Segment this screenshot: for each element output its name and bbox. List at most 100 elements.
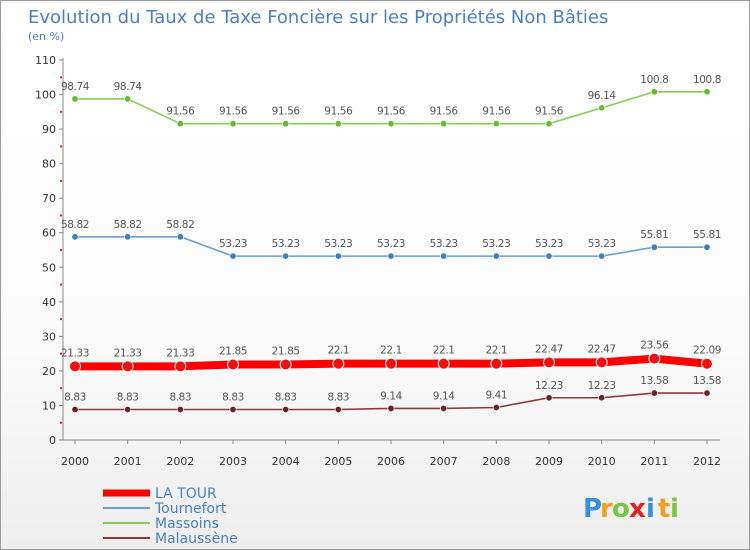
data-label: 58.82 — [61, 219, 89, 231]
x-tick-label: 2001 — [114, 455, 142, 468]
data-point — [437, 357, 450, 370]
brand-letter: P — [583, 494, 602, 524]
brand-letter: r — [600, 494, 613, 524]
data-label: 53.23 — [272, 238, 300, 250]
data-point — [387, 252, 395, 260]
y-minor-tick — [60, 283, 62, 286]
y-minor-tick — [60, 318, 62, 321]
y-minor-tick — [60, 76, 62, 79]
data-point — [650, 243, 658, 251]
x-tick-label: 2002 — [166, 455, 194, 468]
data-label: 8.83 — [64, 391, 86, 403]
data-point — [387, 120, 395, 128]
data-label: 96.14 — [588, 90, 617, 102]
data-point — [279, 358, 292, 371]
y-tick-label: 80 — [42, 158, 56, 171]
legend-label: Malaussène — [155, 531, 238, 547]
data-label: 9.14 — [380, 390, 402, 402]
series-layer: 98.74 98.74 91.56 91.56 91.56 91.56 91.56 91.56… — [61, 74, 721, 413]
data-point — [334, 405, 342, 413]
chart-title: Evolution du Taux de Taxe Foncière sur l… — [28, 7, 608, 28]
data-point — [492, 120, 500, 128]
y-minor-tick — [60, 110, 62, 113]
y-minor-tick — [60, 387, 62, 390]
y-tick-label: 60 — [42, 227, 56, 240]
data-label: 21.85 — [219, 346, 247, 358]
data-label: 53.23 — [324, 238, 352, 250]
data-point — [545, 120, 553, 128]
y-minor-tick — [60, 249, 62, 251]
data-point — [545, 252, 553, 260]
data-point — [440, 252, 448, 260]
data-label: 98.74 — [61, 81, 90, 93]
data-point — [598, 394, 606, 402]
data-point — [229, 120, 237, 128]
data-point — [598, 104, 606, 112]
data-point — [545, 394, 553, 402]
data-label: 100.8 — [693, 74, 721, 86]
x-tick-label: 2009 — [535, 455, 563, 468]
x-tick-label: 2000 — [61, 455, 89, 468]
x-tick-label: 2011 — [640, 455, 668, 468]
data-label: 91.56 — [219, 106, 248, 118]
x-tick-label: 2003 — [219, 455, 247, 468]
data-point — [492, 403, 500, 411]
data-point — [229, 252, 237, 260]
x-tick-label: 2012 — [693, 455, 721, 468]
x-tick-label: 2006 — [377, 455, 405, 468]
data-point — [385, 357, 397, 370]
data-label: 22.09 — [693, 345, 721, 357]
data-point — [282, 405, 290, 413]
data-label: 53.23 — [219, 238, 247, 250]
brand-letter: i — [646, 494, 655, 524]
data-label: 91.56 — [535, 106, 564, 118]
data-point — [598, 252, 606, 260]
y-tick-label: 100 — [35, 89, 56, 102]
data-label: 53.23 — [535, 238, 563, 250]
y-tick-label: 0 — [49, 434, 56, 447]
data-label: 21.33 — [61, 347, 89, 359]
legend-label: Tournefort — [154, 501, 227, 517]
data-point — [334, 120, 342, 128]
data-point — [227, 358, 239, 371]
y-minor-tick — [60, 352, 62, 355]
data-point — [121, 360, 134, 373]
data-point — [174, 360, 187, 373]
data-point — [176, 120, 184, 128]
data-label: 58.82 — [114, 219, 142, 231]
data-label: 22.1 — [485, 345, 507, 357]
x-tick-label: 2010 — [588, 455, 616, 468]
y-tick-label: 110 — [35, 54, 56, 67]
brand-letter: x — [629, 494, 646, 524]
data-label: 58.82 — [166, 219, 194, 231]
data-label: 91.56 — [377, 106, 406, 118]
data-point — [124, 233, 132, 241]
legend-label: LA TOUR — [155, 486, 217, 502]
y-minor-tick — [60, 145, 62, 148]
data-point — [387, 404, 395, 412]
data-point — [701, 357, 713, 370]
y-tick-label: 70 — [42, 192, 56, 205]
data-label: 9.41 — [485, 389, 507, 401]
data-label: 100.8 — [640, 74, 668, 86]
data-label: 9.14 — [433, 390, 455, 402]
y-tick-label: 20 — [42, 365, 56, 378]
data-point — [71, 233, 79, 241]
data-label: 53.23 — [430, 238, 458, 250]
y-minor-tick — [60, 179, 62, 182]
data-label: 22.1 — [433, 345, 455, 357]
data-point — [490, 357, 503, 370]
y-minor-tick — [60, 421, 62, 424]
data-label: 55.81 — [640, 229, 668, 241]
data-label: 13.58 — [640, 375, 668, 387]
data-point — [703, 389, 711, 397]
series-massoins: 98.74 98.74 91.56 91.56 91.56 91.56 91.56 91.56… — [61, 74, 721, 128]
data-point — [440, 404, 448, 412]
series-malauss-ne: 8.83 8.83 8.83 8.83 8.83 8.83 9.14 9.14 9.41 12.2… — [64, 375, 721, 413]
data-point — [650, 88, 658, 96]
proxiti-logo: Pr o x i t i — [583, 494, 679, 524]
data-label: 12.23 — [535, 380, 563, 392]
data-point — [71, 95, 79, 103]
data-label: 91.56 — [166, 106, 195, 118]
